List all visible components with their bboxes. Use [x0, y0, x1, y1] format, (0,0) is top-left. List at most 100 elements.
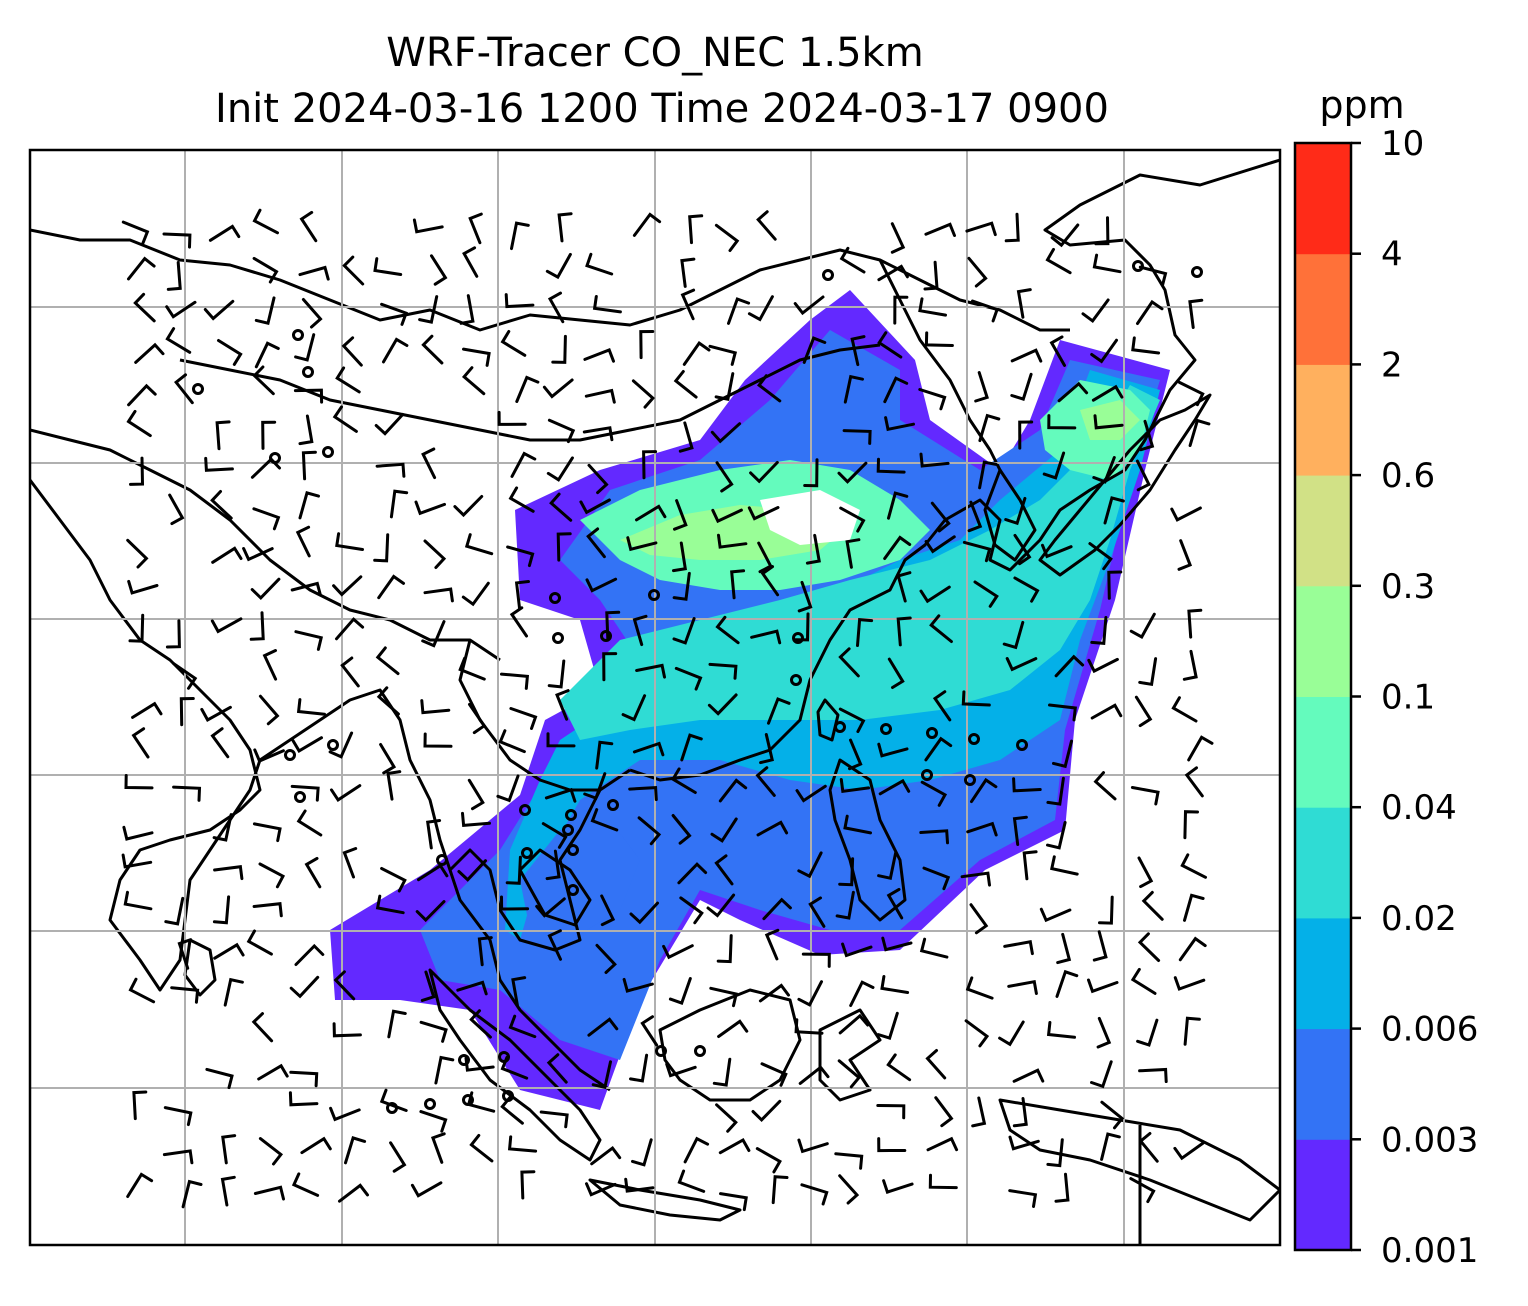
wind-barb [835, 890, 855, 920]
wind-barb [546, 1053, 568, 1084]
wind-barb [213, 942, 245, 960]
wind-barb [1100, 1100, 1125, 1130]
wind-barb [251, 1012, 274, 1043]
wind-barb [205, 1067, 234, 1090]
wind-barb [172, 662, 198, 690]
calm-wind-marker [1016, 739, 1028, 751]
wind-barb [426, 819, 442, 850]
wind-barb [344, 1136, 367, 1165]
wind-barb [640, 1015, 659, 1047]
wind-barb [294, 333, 316, 362]
wind-barb [1039, 907, 1072, 923]
calm-markers [192, 260, 1203, 1114]
wind-barb [1178, 936, 1207, 962]
plume-level-4 [560, 385, 1160, 740]
wind-barb [629, 1053, 649, 1083]
wind-barb [547, 418, 576, 444]
wind-barb [842, 429, 872, 445]
wind-barb [1008, 1135, 1040, 1151]
wind-barb [1091, 384, 1124, 402]
wind-barb [252, 822, 282, 843]
wind-barb [551, 334, 567, 364]
wind-barb [967, 256, 988, 288]
wind-barb [924, 222, 956, 237]
calm-wind-marker [600, 630, 612, 642]
wind-barb [461, 581, 490, 607]
title-line-2: Init 2024-03-16 1200 Time 2024-03-17 090… [215, 86, 1109, 132]
wind-barb [802, 336, 827, 364]
wind-barb [204, 456, 234, 472]
wind-barb [254, 296, 276, 326]
calm-wind-marker [648, 589, 660, 601]
wind-barb [837, 1059, 862, 1089]
wind-barb [461, 366, 486, 396]
wind-barb [838, 647, 860, 678]
wind-barb [591, 1060, 612, 1090]
wind-barb [290, 784, 320, 802]
coastline-indochina [448, 768, 631, 1092]
wind-barb [507, 1135, 538, 1153]
wind-barb [890, 222, 906, 254]
wind-barb [1090, 703, 1123, 720]
wind-barb [1129, 1177, 1156, 1204]
coastline-java [588, 1178, 742, 1222]
calm-wind-marker [462, 1094, 474, 1106]
wind-barb [173, 373, 194, 405]
wind-barb [1131, 336, 1161, 355]
wind-barb [298, 491, 320, 520]
wind-barb [1045, 247, 1072, 275]
wind-barb [515, 375, 540, 403]
map-panel[interactable] [30, 150, 1280, 1245]
wind-barb [467, 778, 485, 811]
wind-barb [549, 492, 573, 522]
wind-barb [212, 895, 231, 925]
wind-barb [252, 507, 281, 531]
wind-barb [708, 344, 738, 366]
wind-barb [755, 1147, 782, 1174]
wind-barb [122, 825, 154, 841]
wind-barb [170, 986, 200, 1004]
wind-barb [602, 652, 618, 682]
calm-wind-marker [565, 809, 577, 821]
wind-barb [555, 689, 570, 721]
wind-barb [876, 457, 906, 474]
wind-barb [966, 821, 998, 837]
wind-barb [1103, 496, 1125, 525]
wind-barb [423, 732, 453, 748]
wind-barb [330, 784, 362, 802]
wind-barb [1184, 766, 1204, 798]
border-himalaya [30, 428, 501, 662]
wind-barb [1057, 381, 1089, 403]
wind-barb [412, 218, 444, 234]
wind-barb [221, 1134, 237, 1165]
wind-barb [1087, 657, 1119, 674]
wind-barb [210, 490, 233, 520]
calm-wind-marker [921, 769, 933, 781]
wind-barb [605, 610, 621, 641]
wind-barb [423, 539, 447, 569]
wind-barb [1173, 976, 1206, 991]
calm-wind-marker [822, 269, 834, 281]
wind-barb [1052, 739, 1073, 769]
calm-wind-marker [834, 721, 846, 733]
wind-barb [1136, 299, 1164, 325]
wind-barb [886, 887, 904, 920]
colorbar: ppm 0.001 0.003 0.006 0.02 0.04 0.1 0.3 0.6 2 4 10 [1293, 83, 1478, 1271]
wind-barb [291, 736, 323, 753]
wind-barb [793, 295, 825, 316]
wind-barb [677, 1169, 706, 1193]
wind-barb [960, 871, 991, 887]
wind-barb [258, 862, 286, 889]
wind-barb [131, 727, 150, 759]
wind-barb [672, 541, 688, 573]
wind-barb [172, 785, 202, 802]
wind-barb [329, 1106, 361, 1122]
wind-barb [923, 260, 939, 291]
wind-barb [1055, 969, 1079, 998]
wind-barb [252, 902, 283, 918]
wind-barb [887, 657, 905, 689]
wind-barb [262, 649, 278, 681]
wind-barb [622, 977, 654, 993]
wind-barb [707, 693, 738, 716]
wind-barb [794, 612, 810, 642]
